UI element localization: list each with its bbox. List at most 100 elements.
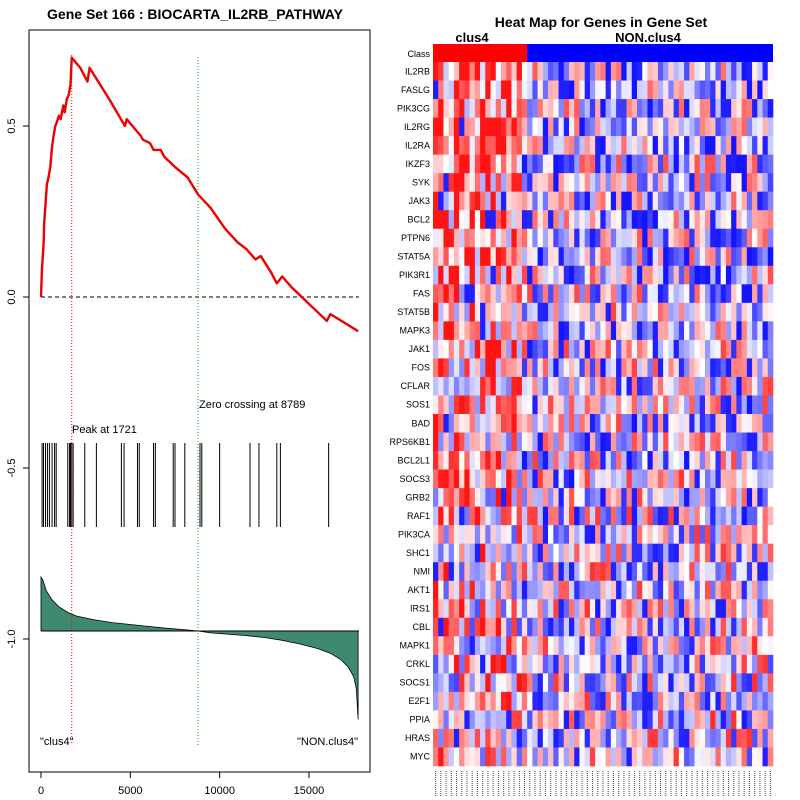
- heatmap-cell: [537, 284, 544, 304]
- heatmap-cell: [668, 599, 674, 619]
- heatmap-cell: [480, 691, 486, 711]
- heatmap-cell: [563, 376, 570, 396]
- heatmap-cell: [516, 432, 523, 452]
- heatmap-cell: [605, 228, 612, 248]
- heatmap-cell: [746, 228, 753, 248]
- heatmap-cell: [710, 654, 716, 674]
- heatmap-cell: [589, 173, 596, 192]
- heatmap-cell: [668, 358, 674, 378]
- heatmap-cell: [663, 339, 669, 359]
- heatmap-cell: [453, 691, 460, 711]
- heatmap-cell: [605, 414, 612, 433]
- heatmap-cell: [579, 525, 585, 544]
- heatmap-cell: [631, 488, 638, 507]
- heatmap-cell: [569, 265, 575, 285]
- heatmap-cell: [746, 265, 753, 285]
- heatmap-cell: [715, 247, 721, 267]
- heatmap-cell: [699, 62, 706, 81]
- heatmap-cell: [542, 691, 549, 711]
- heatmap-cell: [558, 395, 565, 415]
- heatmap-cell: [521, 488, 528, 507]
- heatmap-cell: [569, 117, 575, 137]
- heatmap-cell: [516, 191, 523, 211]
- heatmap-cell: [506, 284, 512, 304]
- heatmap-cell: [752, 265, 758, 285]
- heatmap-cell: [657, 654, 664, 674]
- heatmap-cell: [443, 636, 449, 656]
- heatmap-cell: [469, 99, 476, 118]
- heatmap-cell: [579, 673, 585, 693]
- heatmap-cell: [474, 62, 481, 81]
- heatmap-cell: [521, 191, 528, 211]
- heatmap-cell: [584, 562, 591, 582]
- heatmap-cell: [542, 80, 549, 100]
- heatmap-cell: [699, 617, 706, 637]
- heatmap-cell: [757, 414, 763, 433]
- heatmap-cell: [443, 506, 449, 526]
- heatmap-cell: [616, 247, 622, 267]
- heatmap-cell: [605, 617, 612, 637]
- heatmap-cell: [684, 173, 690, 192]
- heatmap-cell: [584, 488, 591, 507]
- heatmap-cell: [511, 247, 517, 267]
- heatmap-cell: [657, 747, 664, 767]
- heatmap-cell: [584, 673, 591, 693]
- heatmap-cell: [532, 543, 538, 563]
- heatmap-cell: [506, 451, 512, 470]
- heatmap-cell: [532, 488, 538, 507]
- heatmap-cell: [694, 469, 701, 489]
- heatmap-cell: [532, 451, 538, 470]
- heatmap-cell: [558, 710, 565, 730]
- heatmap-cell: [736, 432, 742, 452]
- heatmap-cell: [642, 210, 648, 230]
- heatmap-cell: [506, 358, 512, 378]
- heatmap-cell: [731, 376, 737, 396]
- heatmap-cell: [652, 154, 659, 174]
- heatmap-cell: [516, 617, 523, 637]
- enrichment-plot-title: Gene Set 166 : BIOCARTA_IL2RB_PATHWAY: [47, 6, 344, 22]
- heatmap-cell: [710, 562, 716, 582]
- heatmap-cell: [757, 580, 763, 600]
- heatmap-cell: [438, 154, 444, 174]
- heatmap-cell: [532, 469, 538, 489]
- heatmap-cell: [741, 617, 748, 637]
- heatmap-cell: [579, 247, 585, 267]
- heatmap-cell: [610, 617, 617, 637]
- heatmap-cell: [652, 432, 659, 452]
- heatmap-cell: [595, 580, 601, 600]
- heatmap-cell: [626, 284, 633, 304]
- heatmap-cell: [495, 154, 502, 174]
- heatmap-cell: [490, 451, 497, 470]
- heatmap-cell: [589, 469, 596, 489]
- heatmap-cell: [516, 710, 523, 730]
- heatmap-cell: [563, 728, 570, 748]
- heatmap-cell: [678, 562, 685, 582]
- gene-label: MAPK1: [399, 641, 430, 651]
- heatmap-cell: [448, 117, 455, 137]
- heatmap-cell: [490, 414, 497, 433]
- heatmap-cell: [516, 376, 523, 396]
- heatmap-cell: [741, 414, 748, 433]
- heatmap-cell: [736, 506, 742, 526]
- running-es-line: [39, 56, 359, 333]
- heatmap-cell: [746, 210, 753, 230]
- heatmap-cell: [433, 747, 439, 767]
- heatmap-cell: [480, 136, 486, 155]
- heatmap-cell: [678, 358, 685, 378]
- heatmap-cell: [767, 654, 774, 674]
- heatmap-cell: [459, 617, 465, 637]
- heatmap-cell: [741, 469, 748, 489]
- heatmap-cell: [527, 673, 533, 693]
- heatmap-cell: [715, 376, 721, 396]
- heatmap-cell: [443, 562, 449, 582]
- heatmap-cell: [485, 525, 491, 544]
- heatmap-cell: [720, 99, 727, 118]
- heatmap-cell: [767, 99, 774, 118]
- heatmap-cell: [741, 302, 748, 322]
- heatmap-cell: [490, 488, 497, 507]
- heatmap-cell: [516, 451, 523, 470]
- heatmap-cell: [715, 599, 721, 619]
- heatmap-cell: [537, 302, 544, 322]
- heatmap-cell: [616, 265, 622, 285]
- heatmap-cell: [621, 691, 627, 711]
